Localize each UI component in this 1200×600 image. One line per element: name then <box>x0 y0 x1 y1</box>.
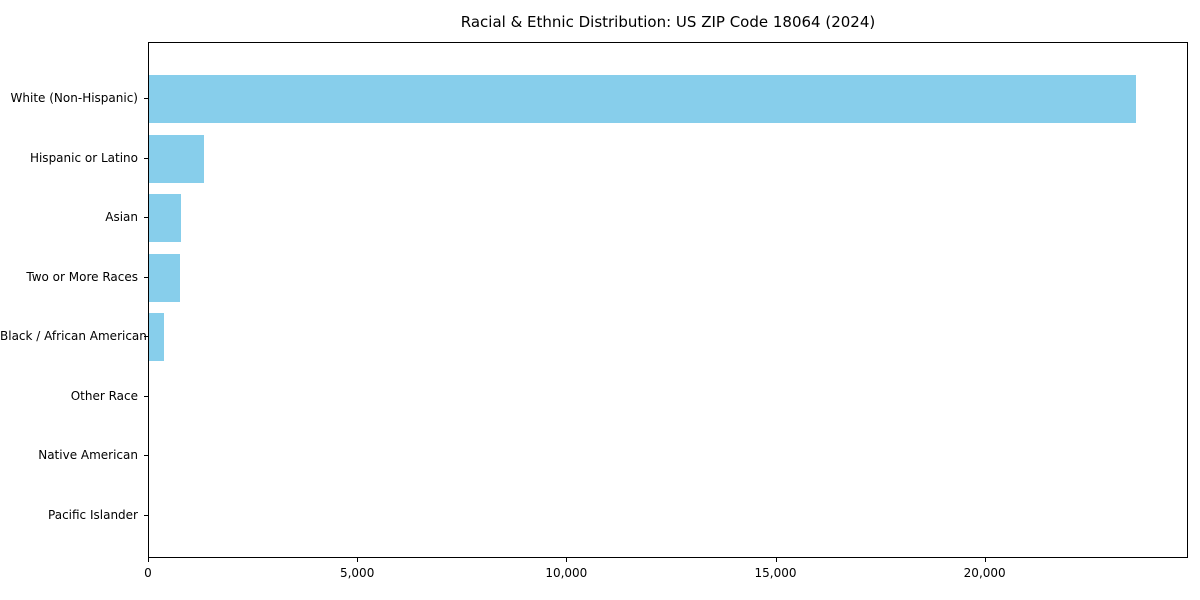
y-tick-mark <box>144 455 148 456</box>
y-tick-label-hispanic-or-latino: Hispanic or Latino <box>29 150 138 165</box>
x-tick-label-5-000: 5,000 <box>339 566 375 580</box>
bar-black-african-american <box>149 313 164 361</box>
y-tick-mark <box>144 336 148 337</box>
x-tick-mark <box>148 558 149 562</box>
x-tick-label-15-000: 15,000 <box>754 566 797 580</box>
chart-title: Racial & Ethnic Distribution: US ZIP Cod… <box>460 13 876 31</box>
bar-two-or-more-races <box>149 253 181 302</box>
y-tick-label-two-or-more-races: Two or More Races <box>26 269 138 284</box>
x-tick-label-10-000: 10,000 <box>545 566 588 580</box>
y-tick-label-native-american: Native American <box>38 448 138 462</box>
y-tick-label-pacific-islander: Pacific Islander <box>48 507 138 522</box>
x-tick-mark <box>357 558 359 562</box>
y-tick-mark <box>144 276 148 278</box>
bar-hispanic-or-latino <box>149 134 205 183</box>
x-tick-label-0: 0 <box>144 566 152 580</box>
x-tick-mark <box>566 558 568 562</box>
y-tick-mark <box>144 157 148 159</box>
x-tick-mark <box>775 558 777 562</box>
y-tick-label-black-african-american: Black / African American <box>0 329 147 343</box>
bar-asian <box>149 194 182 242</box>
x-tick-label-20-000: 20,000 <box>963 566 1006 580</box>
plot-area <box>148 42 1188 558</box>
x-tick-mark <box>984 558 986 562</box>
y-tick-label-other-race: Other Race <box>70 388 138 403</box>
y-tick-label-asian: Asian <box>105 210 138 224</box>
y-tick-mark <box>144 395 148 397</box>
y-tick-mark <box>144 217 148 218</box>
y-tick-mark <box>144 514 148 516</box>
y-tick-label-white-non-hispanic: White (Non-Hispanic) <box>10 91 138 105</box>
y-tick-mark <box>144 98 148 99</box>
bar-white-non-hispanic <box>149 75 1137 123</box>
